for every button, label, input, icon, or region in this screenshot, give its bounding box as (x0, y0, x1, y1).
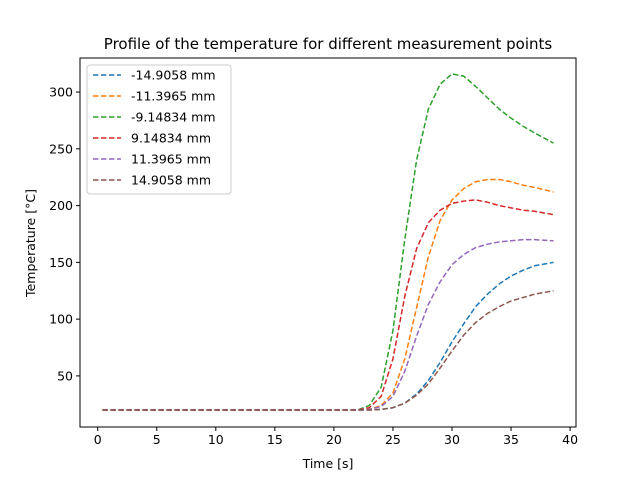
plot-lines (102, 73, 554, 411)
legend-label-5: 11.3965 mm (131, 152, 211, 167)
legend-box (86, 64, 232, 195)
legend-items: -14.9058 mm -11.3965 mm -9.14834 mm 9.14834… (93, 68, 216, 188)
x-axis-label: Time [s] (302, 456, 354, 471)
series-line-6 (102, 290, 554, 411)
y-tick-label: 300 (49, 85, 73, 100)
x-tick-label: 5 (153, 432, 161, 447)
legend-label-2: -11.3965 mm (131, 89, 216, 104)
x-axis-ticks: 0 5 10 15 20 25 30 35 40 (94, 427, 578, 447)
legend-label-1: -14.9058 mm (131, 68, 216, 83)
y-tick-label: 200 (49, 198, 73, 213)
y-axis-ticks: 50 100 150 200 250 300 (49, 85, 80, 383)
x-tick-label: 15 (267, 432, 283, 447)
legend-label-3: -9.14834 mm (131, 110, 216, 125)
y-tick-label: 250 (49, 141, 73, 156)
x-tick-label: 25 (385, 432, 401, 447)
x-tick-label: 30 (444, 432, 460, 447)
legend: -14.9058 mm -11.3965 mm -9.14834 mm 9.14834… (86, 64, 232, 195)
y-tick-label: 150 (49, 255, 73, 270)
x-tick-label: 20 (326, 432, 342, 447)
x-tick-label: 40 (562, 432, 578, 447)
axes-frame (79, 57, 577, 428)
legend-label-6: 14.9058 mm (131, 173, 211, 188)
x-tick-label: 0 (94, 432, 102, 447)
x-tick-label: 10 (208, 432, 224, 447)
y-axis-label: Temperature [°C] (23, 189, 38, 298)
chart-title: Profile of the temperature for different… (104, 35, 553, 53)
legend-label-4: 9.14834 mm (131, 131, 211, 146)
x-tick-label: 35 (503, 432, 519, 447)
y-tick-label: 50 (57, 368, 73, 383)
y-tick-label: 100 (49, 312, 73, 327)
